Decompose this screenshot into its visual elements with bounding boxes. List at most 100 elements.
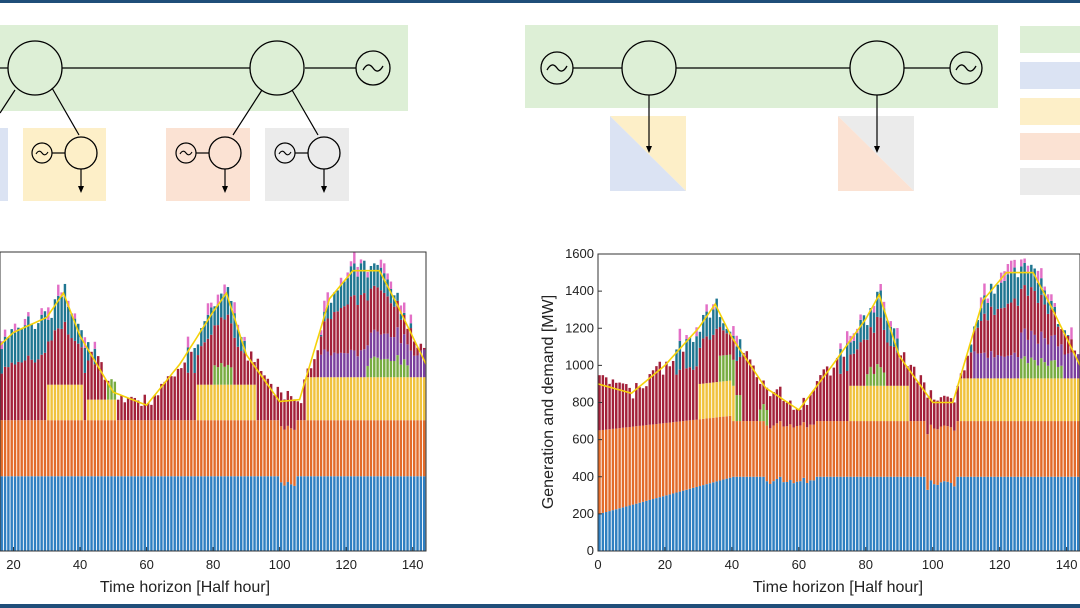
bar-segment	[336, 377, 339, 421]
bar-segment	[113, 420, 117, 477]
y-tick-label: 800	[572, 395, 594, 410]
bar-segment	[1006, 421, 1010, 477]
top-frame-bar	[0, 0, 1080, 3]
bar-segment	[939, 397, 943, 427]
bar-segment	[206, 338, 210, 385]
bar-segment	[196, 344, 200, 356]
bar-segment	[383, 263, 386, 274]
bar-segment	[725, 333, 728, 355]
bar-segment	[412, 355, 416, 378]
bar-segment	[1030, 421, 1033, 477]
bar-segment	[758, 383, 762, 410]
bar-segment	[213, 384, 216, 421]
bar-segment	[166, 376, 170, 421]
x-tick-label: 80	[859, 557, 873, 572]
bar-segment	[1060, 476, 1063, 551]
bar-segment	[631, 504, 635, 551]
x-tick-label: 120	[989, 557, 1011, 572]
bar-segment	[419, 377, 423, 421]
bar-segment	[47, 319, 50, 342]
bar-segment	[193, 348, 196, 374]
bar-segment	[765, 410, 769, 426]
bar-segment	[363, 476, 366, 551]
bar-segment	[399, 420, 403, 477]
legend-swatch-yellow	[1020, 98, 1080, 125]
bar-segment	[598, 430, 601, 514]
bar-segment	[916, 476, 919, 551]
bar-segment	[939, 482, 943, 551]
bar-segment	[852, 353, 856, 386]
bar-segment	[70, 420, 73, 477]
bar-segment	[412, 420, 416, 477]
bar-segment	[339, 377, 343, 421]
bar-segment	[319, 330, 323, 335]
bar-segment	[999, 421, 1003, 477]
bar-segment	[140, 420, 143, 477]
bar-segment	[296, 420, 299, 477]
bar-segment	[1026, 363, 1030, 379]
bar-segment	[67, 476, 70, 551]
bar-segment	[879, 421, 882, 477]
bar-segment	[755, 421, 759, 477]
bar-segment	[876, 291, 879, 317]
bar-segment	[715, 298, 718, 329]
bar-segment	[695, 419, 698, 487]
bar-segment	[933, 428, 936, 485]
bar-segment	[1040, 476, 1043, 551]
bar-segment	[862, 315, 866, 340]
bar-segment	[849, 354, 852, 386]
bar-segment	[136, 476, 140, 551]
bar-segment	[1066, 335, 1070, 354]
bar-segment	[705, 311, 708, 337]
bar-segment	[1076, 476, 1080, 551]
bar-segment	[1063, 333, 1067, 355]
bar-segment	[326, 351, 329, 378]
bar-segment	[973, 476, 976, 551]
bar-segment	[116, 399, 120, 421]
bar-segment	[17, 361, 20, 421]
bar-segment	[200, 346, 203, 385]
bar-segment	[223, 384, 226, 421]
bar-segment	[309, 476, 313, 551]
bar-segment	[226, 476, 230, 551]
bar-segment	[130, 396, 133, 421]
bar-segment	[999, 355, 1003, 379]
bar-segment	[383, 377, 386, 421]
bar-segment	[845, 331, 849, 344]
bar-segment	[896, 352, 899, 386]
bar-segment	[956, 421, 959, 477]
bar-segment	[240, 420, 243, 477]
bar-segment	[758, 421, 762, 477]
bar-segment	[50, 340, 53, 385]
bar-segment	[422, 377, 426, 421]
bar-segment	[842, 476, 846, 551]
bar-segment	[1046, 378, 1050, 422]
bar-segment	[869, 327, 872, 367]
bar-segment	[203, 476, 206, 551]
bar-segment	[1040, 378, 1043, 422]
bar-segment	[253, 384, 256, 421]
bar-segment	[926, 397, 929, 435]
bar-segment	[220, 317, 223, 364]
bar-segment	[839, 476, 842, 551]
bar-segment	[698, 331, 702, 348]
bar-segment	[866, 325, 869, 340]
bar-segment	[695, 336, 698, 367]
bar-segment	[809, 480, 812, 551]
bar-segment	[979, 353, 983, 379]
bar-segment	[163, 420, 166, 477]
bar-segment	[359, 420, 363, 477]
bar-segment	[226, 420, 230, 477]
bar-segment	[156, 420, 160, 477]
bar-segment	[735, 421, 738, 477]
bar-segment	[983, 283, 986, 296]
bar-segment	[621, 383, 625, 428]
bar-segment	[912, 476, 916, 551]
bar-segment	[688, 337, 692, 368]
x-tick-label: 140	[1056, 557, 1078, 572]
bar-segment	[912, 421, 916, 477]
bar-segment	[286, 481, 290, 551]
bar-segment	[166, 420, 170, 477]
bar-segment	[1056, 346, 1060, 367]
bar-segment	[882, 476, 886, 551]
